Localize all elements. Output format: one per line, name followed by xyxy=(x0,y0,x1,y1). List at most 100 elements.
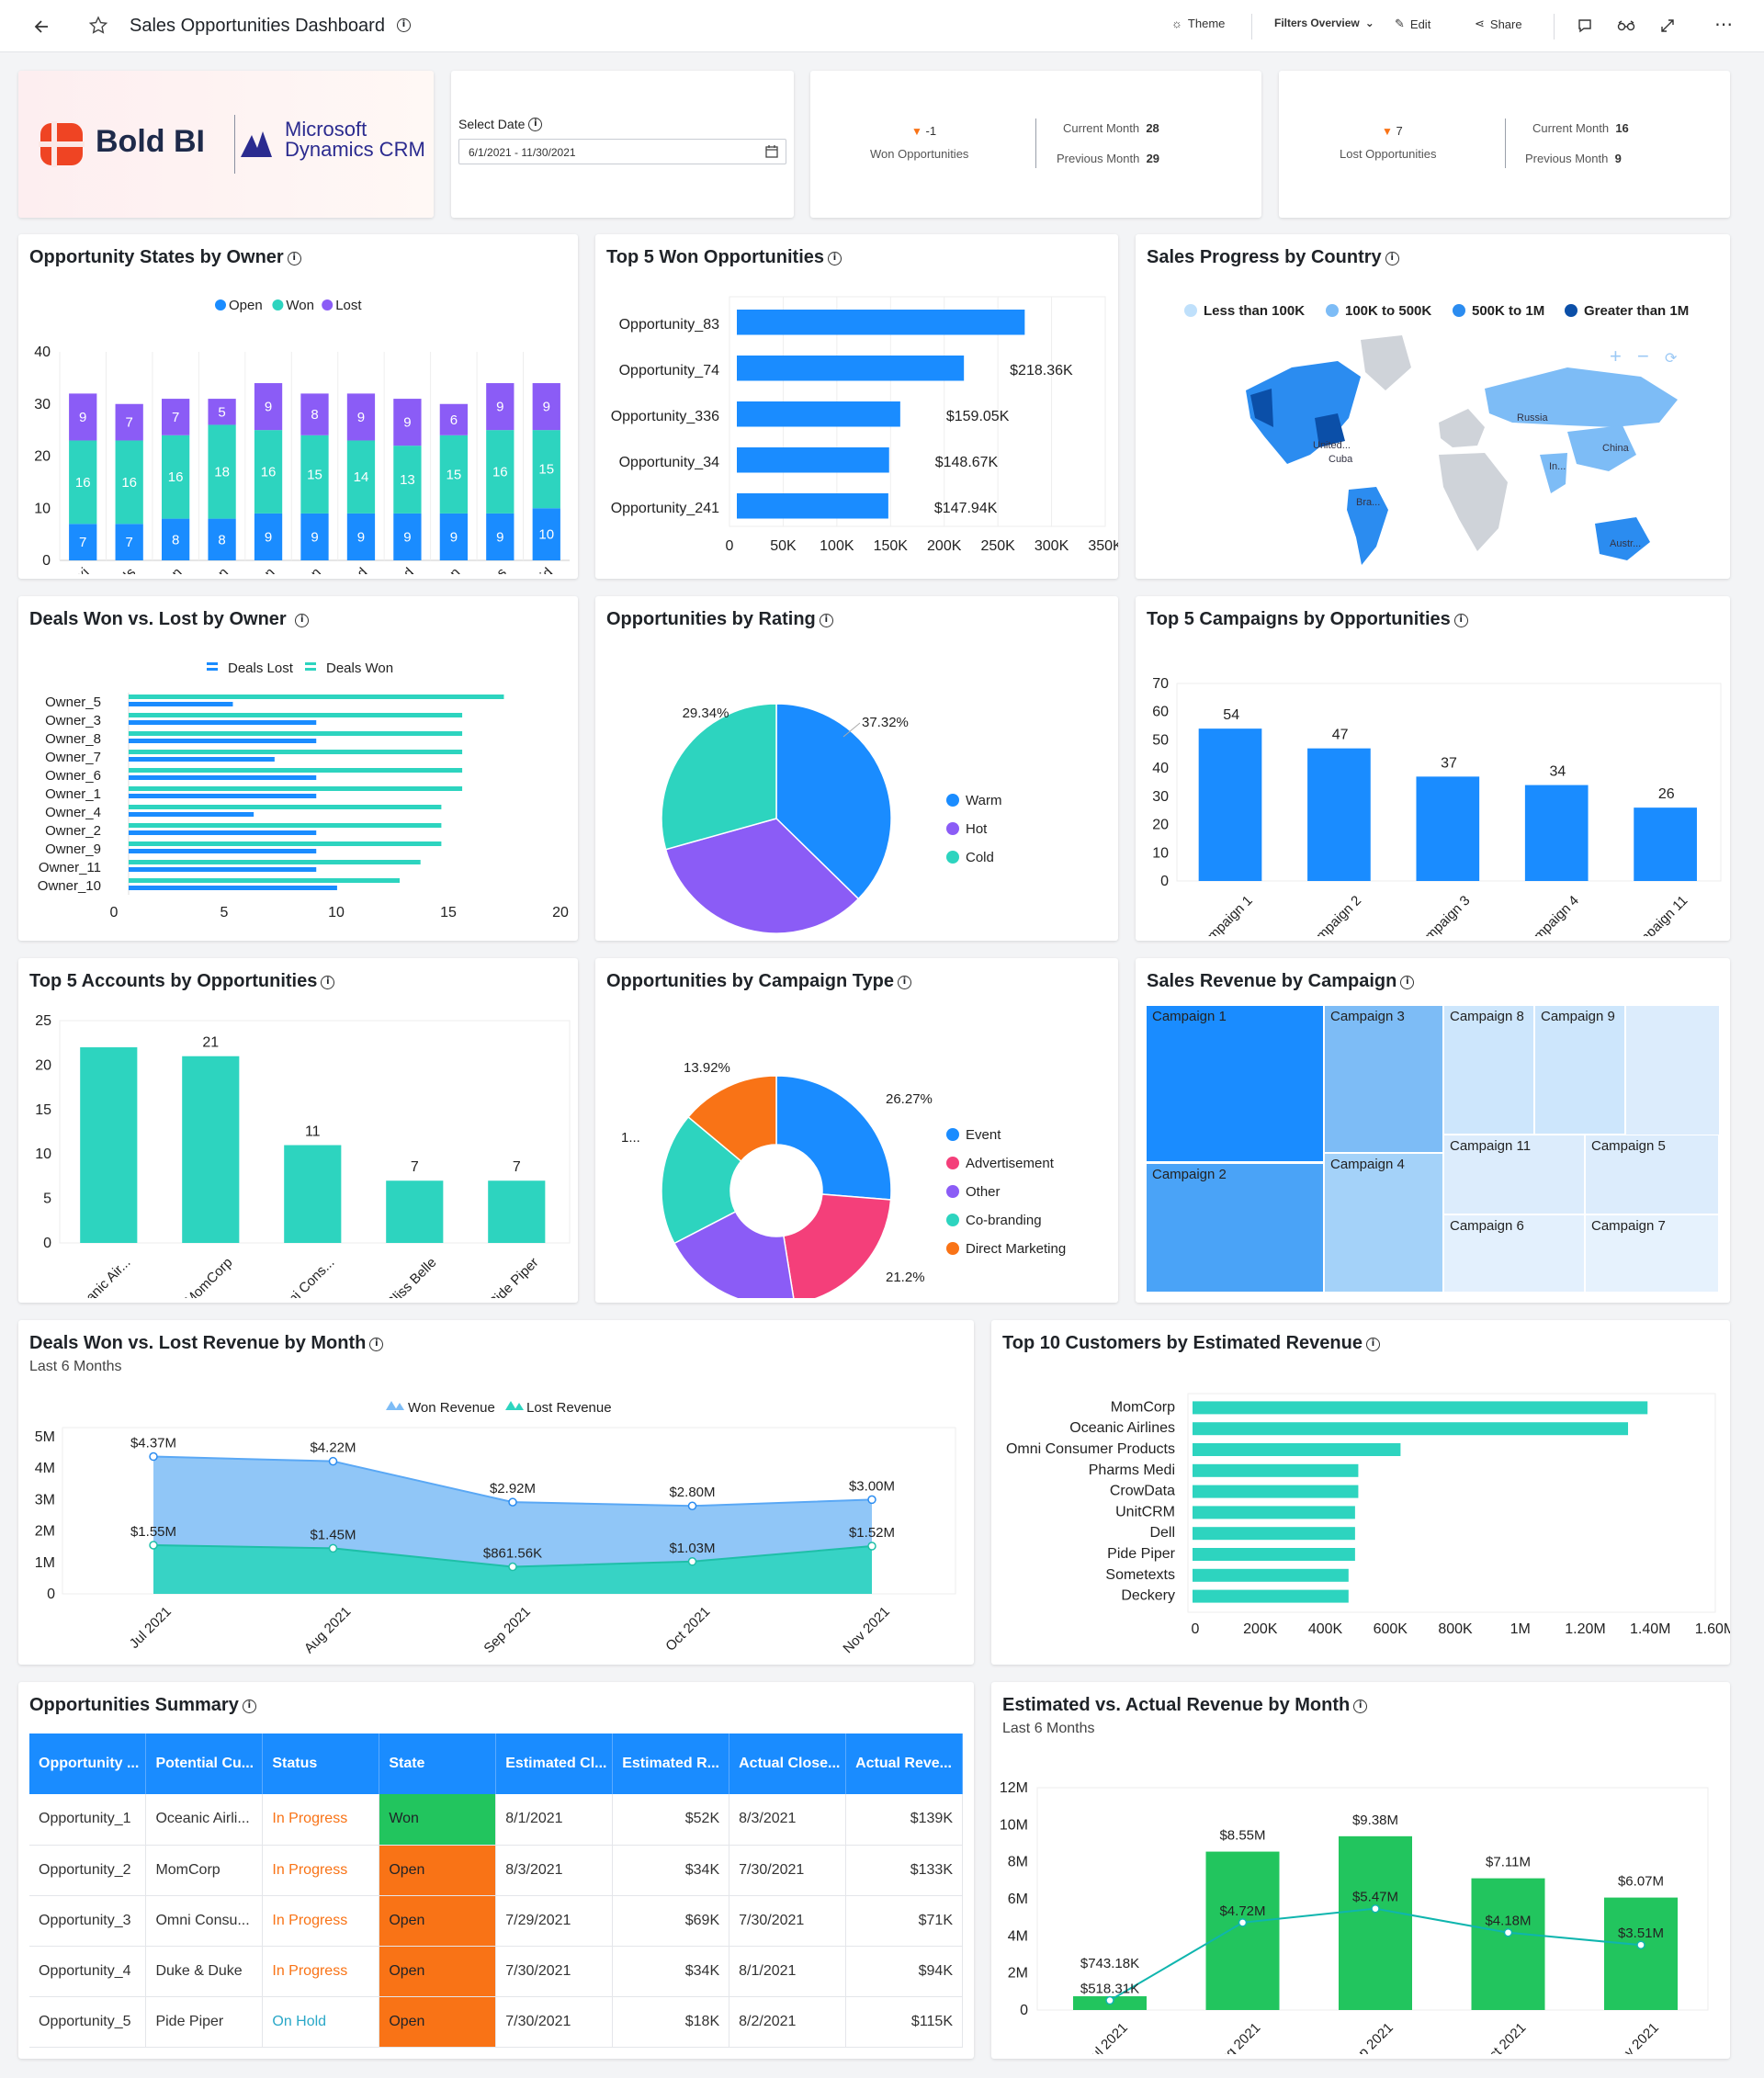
bar-segment xyxy=(393,399,422,446)
info-icon[interactable]: i xyxy=(1400,976,1415,989)
table-row[interactable]: Opportunity_3 Omni Consu... In Progress Ope… xyxy=(29,1895,963,1947)
treemap-cell[interactable]: Campaign 2 xyxy=(1147,1164,1324,1293)
info-icon[interactable]: i xyxy=(287,252,301,265)
info-icon[interactable]: i xyxy=(242,1700,256,1713)
edit-button[interactable]: ✎ Edit xyxy=(1395,17,1431,31)
filters-overview-button[interactable]: Filters Overview ⌄ xyxy=(1274,17,1374,29)
y-tick-label: 30 xyxy=(1152,789,1169,805)
info-icon[interactable]: i xyxy=(1365,1338,1380,1351)
y-tick-label: CrowData xyxy=(1110,1484,1175,1499)
info-icon[interactable]: i xyxy=(828,252,842,265)
bar xyxy=(129,702,233,706)
data-label: 9 xyxy=(403,415,411,431)
treemap-cell[interactable] xyxy=(1626,1006,1719,1135)
table-cell: $69K xyxy=(612,1895,730,1947)
deals-won-lost-owner-card: Deals Won vs. Lost by Owner i Deals Lost… xyxy=(18,596,578,941)
info-icon[interactable]: i xyxy=(397,18,411,32)
data-label: 10 xyxy=(538,527,554,543)
bar xyxy=(1198,728,1262,881)
view-icon[interactable] xyxy=(1617,17,1635,34)
x-tick-label: Oct 2021 xyxy=(1478,2020,1529,2054)
treemap-cell[interactable]: Campaign 7 xyxy=(1586,1215,1719,1293)
legend-label: 100K to 500K xyxy=(1345,303,1431,319)
table-row[interactable]: Opportunity_1 Oceanic Airli... In Progress… xyxy=(29,1794,963,1846)
zoom-out-icon: − xyxy=(1637,344,1649,367)
data-label: 37.32% xyxy=(862,715,909,730)
treemap-cell[interactable]: Campaign 6 xyxy=(1444,1215,1585,1293)
bar-segment xyxy=(69,440,97,525)
info-icon[interactable]: i xyxy=(1385,252,1399,265)
data-label: 11 xyxy=(305,1124,321,1140)
column-header[interactable]: Actual Reve... xyxy=(845,1734,963,1794)
plot-frame xyxy=(1187,1393,1716,1613)
table-cell: Opportunity_4 xyxy=(29,1946,147,1997)
data-label: $4.18M xyxy=(1485,1914,1531,1929)
table-cell: Open xyxy=(379,1845,497,1896)
info-icon[interactable]: i xyxy=(369,1338,384,1351)
data-label: 7 xyxy=(126,535,133,550)
column-header[interactable]: Estimated R... xyxy=(612,1734,730,1794)
info-icon[interactable]: i xyxy=(295,614,310,627)
legend-label: Co-branding xyxy=(966,1213,1042,1228)
info-icon[interactable]: i xyxy=(819,614,833,627)
info-icon[interactable]: i xyxy=(321,976,335,989)
favorite-star-icon[interactable] xyxy=(88,16,108,36)
y-tick-label: Opportunity_34 xyxy=(619,455,720,470)
bar xyxy=(284,1145,342,1243)
treemap-cell[interactable]: Campaign 8 xyxy=(1444,1006,1534,1135)
treemap-cell[interactable]: Campaign 9 xyxy=(1535,1006,1625,1135)
divider xyxy=(234,115,235,174)
fullscreen-icon[interactable] xyxy=(1659,17,1676,34)
table-row[interactable]: Opportunity_2 MomCorp In Progress Open 8/3/2… xyxy=(29,1845,963,1896)
table-cell: Omni Consu... xyxy=(145,1895,264,1947)
table-cell: Opportunity_2 xyxy=(29,1845,147,1896)
column-header[interactable]: Status xyxy=(262,1734,380,1794)
column-header[interactable]: Potential Cu... xyxy=(145,1734,264,1794)
x-tick-label: 5 xyxy=(220,905,229,920)
date-range-input[interactable]: 6/1/2021 - 11/30/2021 xyxy=(458,139,786,164)
info-icon[interactable]: i xyxy=(1353,1700,1368,1713)
calendar-icon[interactable] xyxy=(765,145,778,158)
data-label: $3.51M xyxy=(1618,1926,1664,1941)
treemap-cell[interactable]: Campaign 11 xyxy=(1444,1135,1585,1214)
info-icon[interactable]: i xyxy=(528,118,543,131)
table-row[interactable]: Opportunity_4 Duke & Duke In Progress Open 7… xyxy=(29,1946,963,1997)
kpi-label: Lost Opportunities xyxy=(1340,147,1437,161)
treemap-label: Campaign 2 xyxy=(1152,1167,1227,1182)
column-header[interactable]: Opportunity ... xyxy=(29,1734,147,1794)
divider xyxy=(1035,119,1036,168)
bar xyxy=(1193,1463,1359,1477)
back-arrow-icon[interactable] xyxy=(33,17,51,36)
table-cell: In Progress xyxy=(262,1794,380,1846)
legend-label: Lost xyxy=(335,298,362,313)
legend-marker xyxy=(1326,304,1339,317)
treemap-cell[interactable]: Campaign 3 xyxy=(1325,1006,1443,1153)
bar xyxy=(1471,1878,1545,2010)
widget-title: Top 5 Campaigns by Opportunities i xyxy=(1147,609,1468,630)
data-label: 9 xyxy=(265,529,272,545)
theme-button[interactable]: ☼ Theme xyxy=(1171,17,1226,30)
data-label: 13 xyxy=(400,472,415,488)
share-button[interactable]: ⋖ Share xyxy=(1475,17,1522,31)
opportunities-summary-card: Opportunities Summary i Opportunity ... Po… xyxy=(18,1682,974,2059)
y-tick-label: Owner_6 xyxy=(45,768,101,784)
treemap-cell[interactable]: Campaign 4 xyxy=(1325,1154,1443,1293)
kpi-label: Won Opportunities xyxy=(870,147,969,161)
data-point xyxy=(149,1541,158,1550)
comment-icon[interactable] xyxy=(1577,17,1593,34)
info-icon[interactable]: i xyxy=(898,976,911,989)
russia-shape xyxy=(1485,367,1678,427)
column-header[interactable]: Actual Close... xyxy=(729,1734,847,1794)
bar xyxy=(129,823,442,828)
bar xyxy=(129,841,442,846)
legend-marker xyxy=(946,1128,959,1141)
more-options-icon[interactable]: ⋯ xyxy=(1714,15,1733,35)
treemap-cell[interactable]: Campaign 5 xyxy=(1586,1135,1719,1214)
table-row[interactable]: Opportunity_5 Pide Piper On Hold Open 7/30/2… xyxy=(29,1996,963,2048)
column-header[interactable]: State xyxy=(379,1734,497,1794)
bar-segment xyxy=(300,435,329,514)
info-icon[interactable]: i xyxy=(1453,614,1468,627)
sales-progress-card: Sales Progress by Country i Less than 100… xyxy=(1136,234,1730,579)
column-header[interactable]: Estimated Cl... xyxy=(495,1734,614,1794)
treemap-cell[interactable]: Campaign 1 xyxy=(1147,1006,1324,1162)
